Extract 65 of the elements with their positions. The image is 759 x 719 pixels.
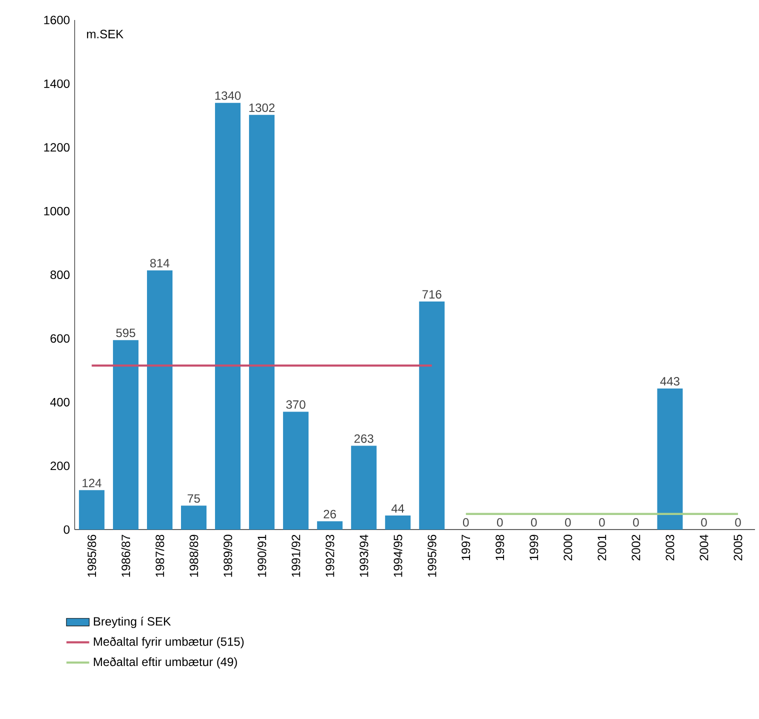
data-label: 716 (422, 290, 442, 299)
y-tick-label: 800 (50, 270, 70, 280)
x-tick-label: 1987/88 (155, 534, 164, 577)
x-tick-label: 1988/89 (189, 534, 198, 577)
bar (385, 516, 411, 530)
legend-label: Breyting í SEK (94, 616, 171, 628)
data-label: 0 (599, 518, 605, 527)
legend-label: Meðaltal eftir umbætur (49) (94, 657, 237, 668)
y-tick-label: 400 (50, 398, 70, 406)
bar (657, 388, 683, 530)
x-tick-label: 1994/95 (393, 534, 402, 577)
y-tick-label: 1400 (44, 79, 70, 88)
x-tick-label: 1997 (462, 534, 470, 560)
bar (78, 490, 104, 530)
bar (146, 270, 172, 530)
data-label: 0 (497, 518, 503, 527)
x-tick-label: 2005 (734, 534, 742, 560)
x-tick-label: 1995/96 (427, 534, 436, 577)
data-label: 1302 (249, 103, 275, 112)
y-tick-label: 1600 (44, 16, 70, 24)
bar (249, 114, 275, 530)
bar (215, 102, 241, 530)
data-label: 0 (565, 518, 571, 527)
bar (419, 302, 445, 530)
data-label: 0 (701, 518, 707, 527)
y-tick-label: 200 (50, 462, 70, 470)
data-label: 443 (660, 377, 680, 386)
x-tick-label: 1985/86 (87, 534, 96, 577)
y-tick-label: 1000 (44, 206, 70, 216)
bar (181, 506, 207, 530)
x-tick-label: 1989/90 (223, 534, 232, 577)
x-tick-label: 1991/92 (291, 534, 300, 577)
x-tick-label: 2001 (598, 534, 606, 560)
data-label: 124 (82, 478, 102, 488)
data-label: 814 (150, 258, 170, 268)
data-label: 0 (735, 518, 741, 527)
data-label: 26 (324, 510, 336, 518)
x-tick-label: 2000 (564, 534, 572, 560)
y-tick-label: 0 (64, 525, 70, 534)
x-tick-label: 2003 (666, 534, 674, 560)
x-tick-label: 2002 (632, 534, 640, 560)
x-tick-label: 1993/94 (359, 534, 368, 577)
y-tick-label: 600 (50, 334, 70, 343)
x-tick-label: 1990/91 (257, 534, 266, 577)
x-tick-label: 1998 (496, 534, 504, 560)
bar (351, 446, 377, 530)
data-label: 1340 (215, 91, 241, 100)
y-tick-label: 1200 (44, 143, 70, 152)
data-label: 0 (531, 518, 537, 527)
y-axis-title: m.SEK (87, 30, 124, 38)
bar (317, 521, 343, 530)
data-label: 44 (391, 504, 404, 513)
x-tick-label: 2004 (700, 534, 708, 560)
data-label: 595 (116, 328, 136, 338)
legend-label: Meðaltal fyrir umbætur (515) (94, 636, 244, 648)
data-label: 370 (286, 400, 306, 409)
data-label: 263 (354, 434, 374, 443)
bar (112, 340, 138, 530)
data-label: 0 (633, 518, 639, 527)
x-tick-label: 1992/93 (325, 534, 334, 577)
bar (283, 412, 309, 530)
data-label: 0 (463, 518, 469, 527)
data-label: 75 (188, 494, 200, 503)
x-tick-label: 1986/87 (121, 534, 130, 577)
x-tick-label: 1999 (530, 534, 538, 560)
